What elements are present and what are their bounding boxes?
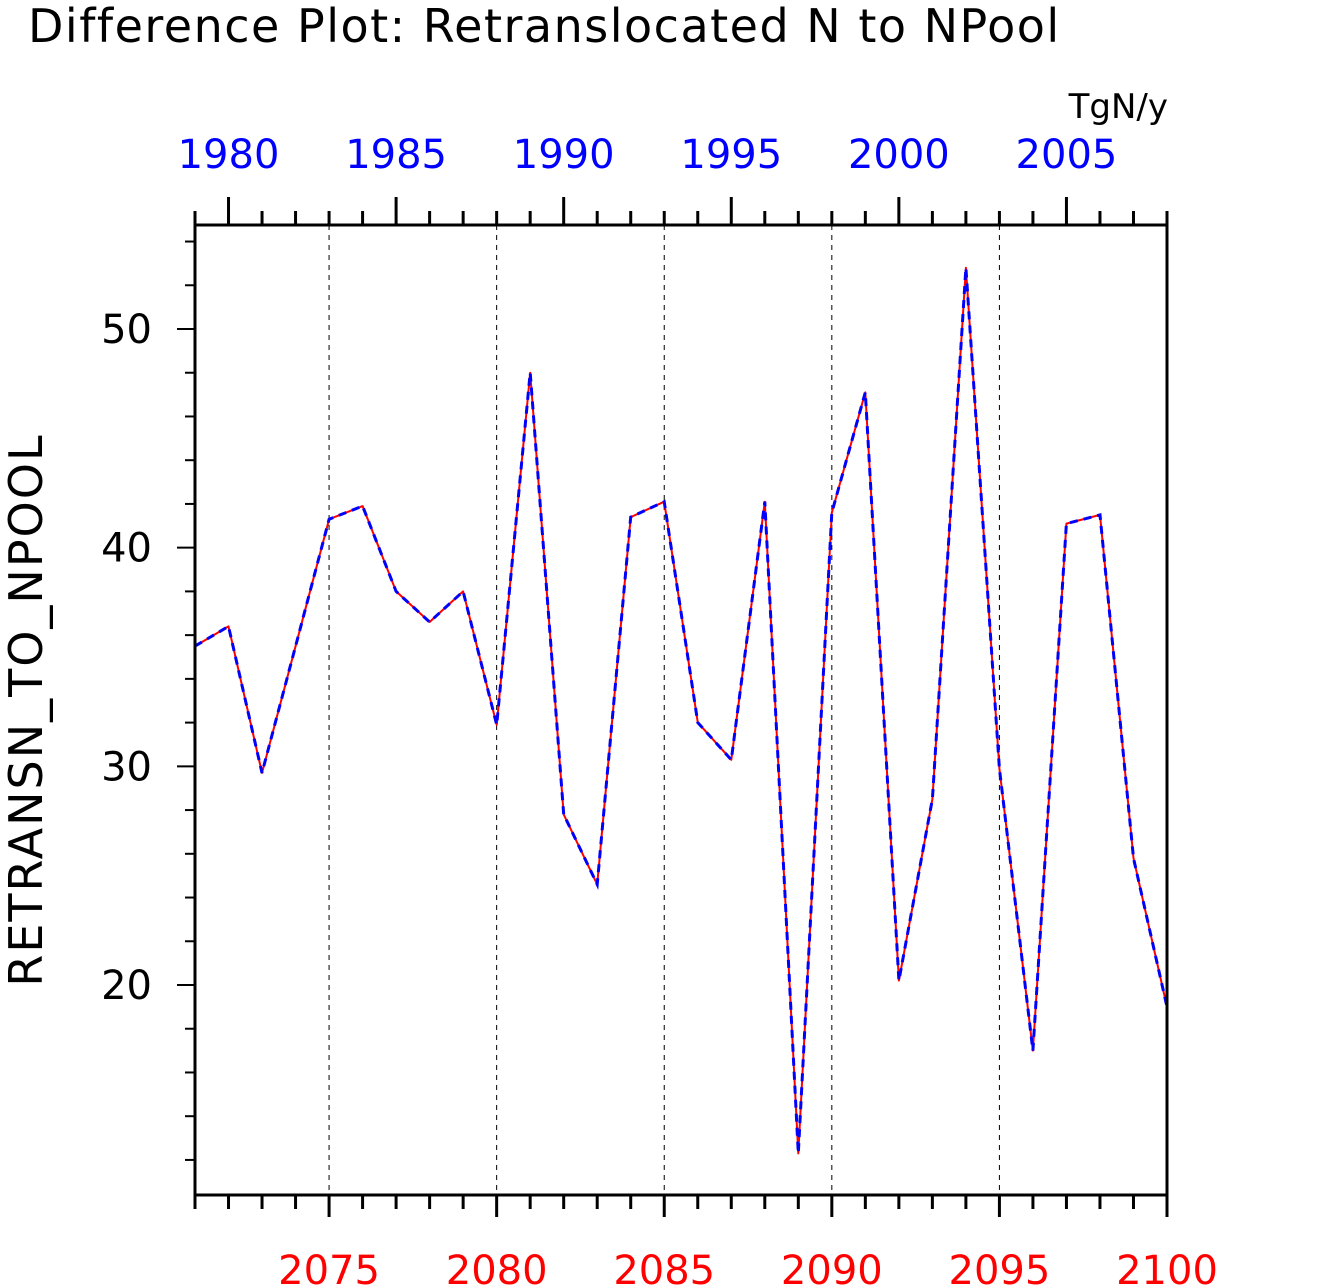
top-tick-label-2000: 2000 xyxy=(848,132,950,178)
axis-ticks xyxy=(177,197,1169,1217)
series-line-blue xyxy=(194,267,1169,1154)
y-axis-label: RETRANSN_TO_NPOOL xyxy=(0,433,53,986)
series-line-red xyxy=(194,266,1168,1155)
bottom-tick-label-2090: 2090 xyxy=(781,1248,883,1286)
y-tick-label-50: 50 xyxy=(101,307,152,353)
top-tick-label-1985: 1985 xyxy=(345,132,447,178)
top-tick-label-1980: 1980 xyxy=(178,132,280,178)
bottom-tick-label-2100: 2100 xyxy=(1116,1248,1218,1286)
plot-frame xyxy=(193,223,1169,1197)
grid-lines xyxy=(328,225,1000,1195)
top-tick-label-2005: 2005 xyxy=(1016,132,1118,178)
bottom-tick-label-2080: 2080 xyxy=(446,1248,548,1286)
y-tick-label-40: 40 xyxy=(101,526,152,572)
units-label: TgN/y xyxy=(1068,87,1168,127)
bottom-tick-label-2085: 2085 xyxy=(613,1248,715,1286)
bottom-tick-label-2075: 2075 xyxy=(278,1248,380,1286)
series-lines xyxy=(194,266,1169,1155)
bottom-tick-label-2095: 2095 xyxy=(949,1248,1051,1286)
top-tick-label-1990: 1990 xyxy=(513,132,615,178)
y-tick-label-20: 20 xyxy=(101,963,152,1009)
y-tick-label-30: 30 xyxy=(101,744,152,790)
top-tick-label-1995: 1995 xyxy=(680,132,782,178)
tick-labels: 20 30 40 50 1980 1985 1990 1995 2000 2005 2075 2080… xyxy=(101,132,1218,1286)
chart-title: Difference Plot: Retranslocated N to NPo… xyxy=(28,0,1061,53)
